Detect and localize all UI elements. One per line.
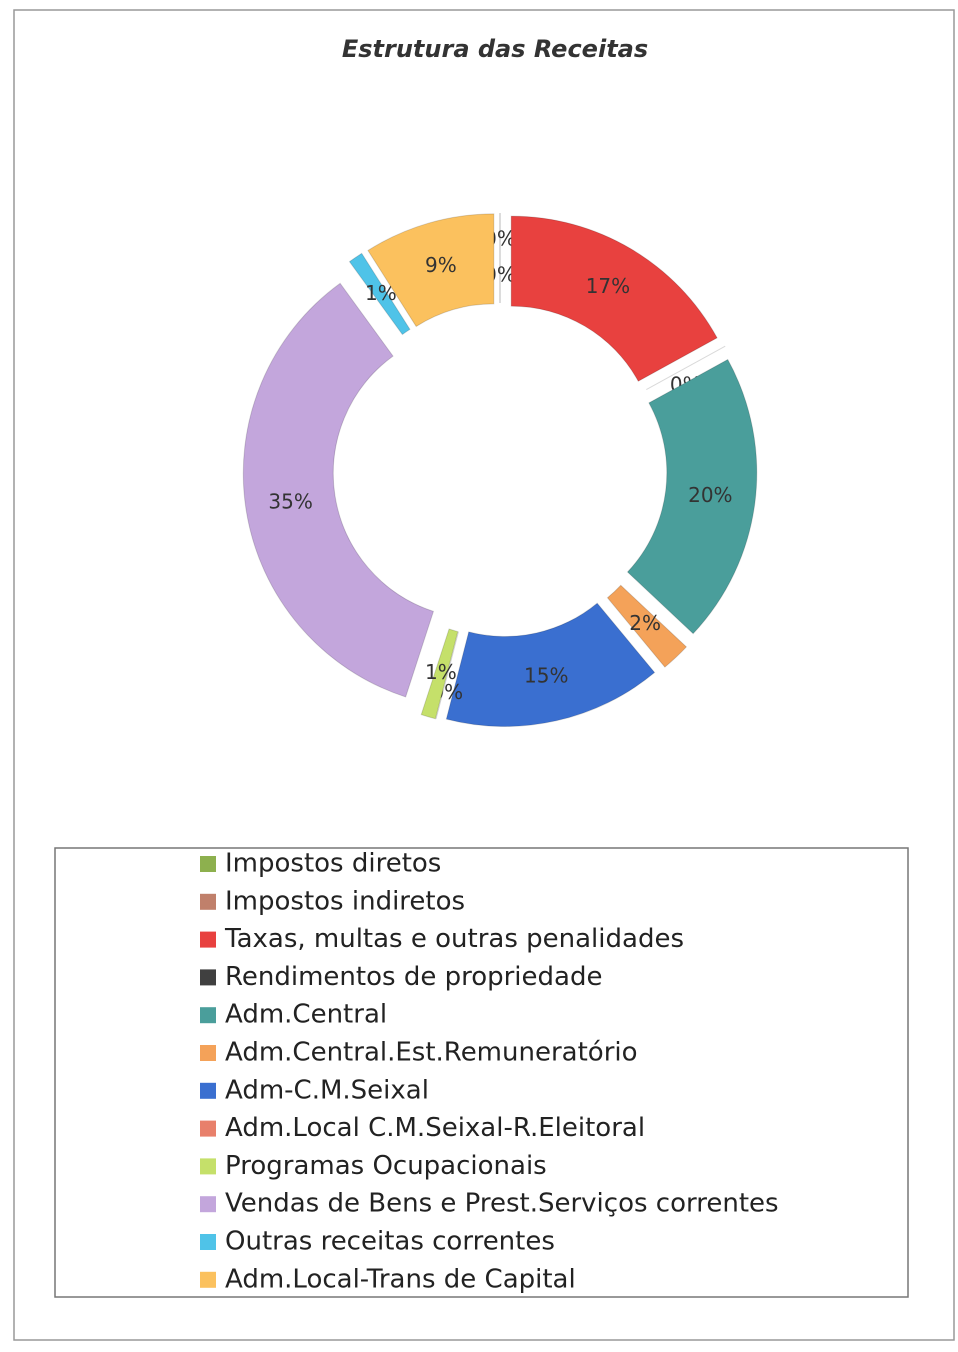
legend-label: Rendimentos de propriedade	[225, 962, 602, 992]
slice	[626, 358, 758, 635]
legend-swatch	[200, 1196, 216, 1213]
legend-swatch	[200, 931, 216, 948]
legend-label: Adm.Local C.M.Seixal-R.Eleitoral	[225, 1113, 645, 1143]
slice	[510, 215, 718, 382]
data-label: 1%	[425, 660, 457, 684]
legend-label: Programas Ocupacionais	[225, 1151, 547, 1181]
legend-label: Adm.Central.Est.Remuneratório	[225, 1038, 638, 1068]
slice	[420, 628, 459, 720]
legend-swatch	[200, 1007, 216, 1024]
legend-label: Adm.Local-Trans de Capital	[225, 1264, 576, 1294]
legend-swatch	[200, 1045, 216, 1061]
data-label: 35%	[268, 490, 312, 514]
data-label: 20%	[688, 483, 732, 507]
legend-swatch	[200, 1234, 216, 1250]
legend-swatch	[200, 1271, 216, 1288]
legend-label: Impostos indiretos	[225, 886, 465, 916]
legend-box	[54, 847, 909, 1298]
legend-label: Adm-C.M.Seixal	[225, 1075, 429, 1105]
legend-label: Vendas de Bens e Prest.Serviços corrente…	[225, 1189, 779, 1219]
frame	[13, 9, 955, 1341]
legend-label: Outras receitas correntes	[225, 1227, 555, 1257]
data-label: 9%	[425, 253, 457, 277]
slice	[445, 602, 656, 727]
data-label: 15%	[524, 663, 568, 687]
legend-label: Impostos diretos	[225, 849, 441, 879]
legend-swatch	[200, 969, 216, 986]
slice	[348, 252, 411, 336]
slice	[242, 282, 435, 698]
data-label: 17%	[586, 274, 630, 298]
data-label: 2%	[629, 611, 661, 635]
legend-swatch	[200, 1158, 216, 1175]
legend-swatch	[200, 893, 216, 910]
legend-swatch	[200, 1082, 216, 1099]
legend-label: Taxas, multas e outras penalidades	[224, 924, 684, 954]
legend-swatch	[200, 1120, 216, 1137]
legend-swatch	[200, 856, 216, 872]
slice	[367, 213, 495, 328]
chart-title: Estrutura das Receitas	[342, 35, 648, 63]
legend-label: Adm.Central	[225, 1000, 387, 1030]
slice	[606, 584, 688, 668]
